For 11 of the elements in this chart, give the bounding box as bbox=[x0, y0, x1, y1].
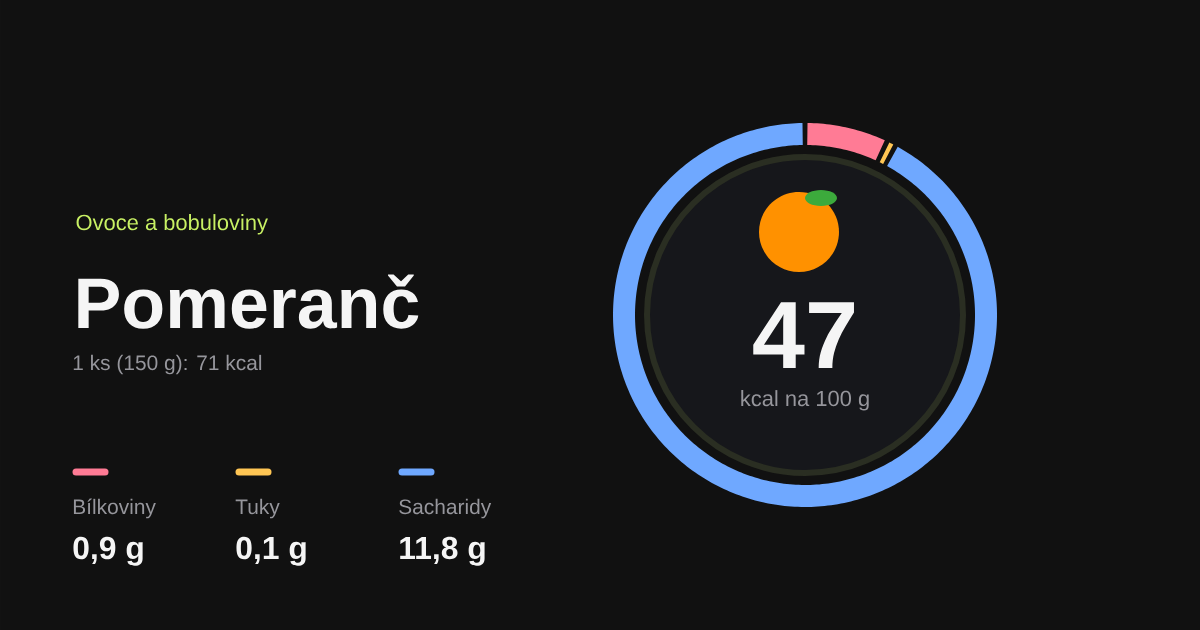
text: Ovoce a bobuloviny bbox=[76, 214, 268, 235]
data-label: 0,1 g bbox=[236, 536, 306, 566]
legend-label: Bílkoviny bbox=[73, 498, 156, 519]
legend-label: Tuky bbox=[235, 498, 280, 519]
text: 1 ks (150 g): 71 kcal bbox=[73, 354, 262, 375]
text: Pomeranč bbox=[78, 274, 419, 329]
data-label: 0,9 g bbox=[73, 536, 143, 566]
text: 47 bbox=[753, 302, 854, 368]
text: kcal na 100 g bbox=[741, 390, 869, 411]
data-label: 11,8 g bbox=[400, 536, 485, 566]
legend-label: Sacharidy bbox=[399, 498, 492, 519]
